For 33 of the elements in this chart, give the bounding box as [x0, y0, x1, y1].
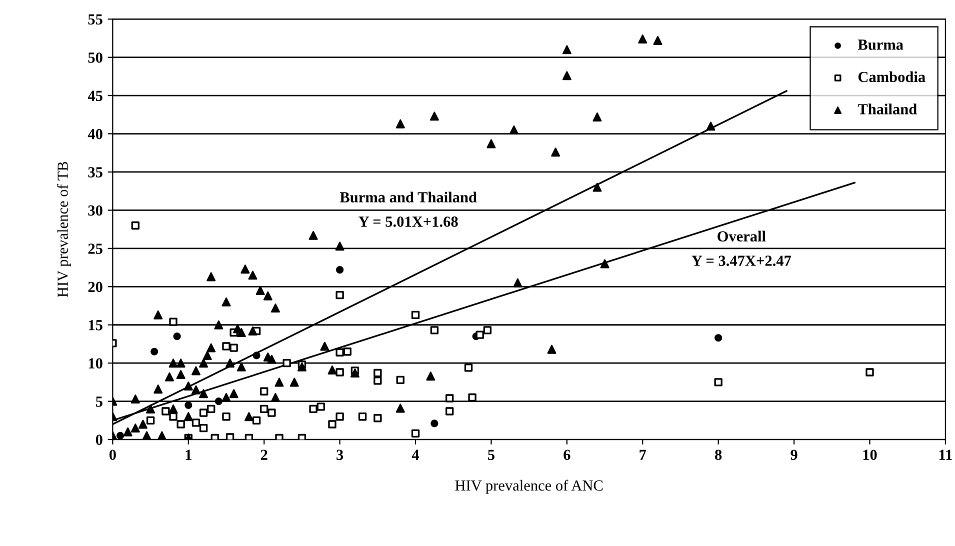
- y-tick-label: 50: [88, 52, 102, 63]
- x-tick-label: 8: [715, 450, 722, 460]
- annotation: Y = 3.47X+2.47: [692, 256, 792, 266]
- y-tick-label: 15: [88, 320, 102, 330]
- x-tick-label: 1: [186, 450, 192, 460]
- y-axis-title: HIV prevalence of TB: [57, 162, 72, 298]
- annotation: Burma and Thailand: [340, 192, 477, 202]
- x-tick-label: 7: [640, 450, 646, 460]
- y-tick-label: 35: [88, 167, 102, 178]
- legend-label: Cambodia: [858, 71, 926, 82]
- x-tick-label: 3: [336, 450, 344, 460]
- y-tick-label: 0: [96, 434, 102, 445]
- y-tick-label: 5: [96, 396, 102, 407]
- annotation: Overall: [718, 230, 766, 242]
- y-tick-label: 40: [88, 128, 102, 140]
- x-tick-label: 6: [564, 450, 570, 460]
- annotation: Y = 5.01X+1.68: [358, 216, 458, 227]
- y-tick-label: 55: [88, 14, 102, 25]
- x-tick-label: 4: [412, 450, 420, 460]
- legend-label: Burma: [858, 40, 904, 50]
- x-tick-label: 10: [863, 450, 877, 460]
- x-tick-label: 0: [109, 450, 116, 460]
- y-tick-label: 10: [88, 358, 102, 369]
- x-tick-label: 9: [790, 450, 798, 460]
- x-tick-label: 2: [260, 450, 268, 460]
- y-tick-label: 45: [88, 90, 102, 101]
- x-tick-label: 11: [939, 450, 952, 460]
- y-tick-label: 25: [88, 244, 102, 254]
- y-tick-label: 30: [88, 205, 102, 216]
- legend-label: Thailand: [858, 104, 917, 114]
- y-tick-label: 20: [88, 282, 102, 292]
- x-tick-label: 5: [488, 450, 494, 460]
- x-axis-title: HIV prevalence of ANC: [455, 480, 603, 494]
